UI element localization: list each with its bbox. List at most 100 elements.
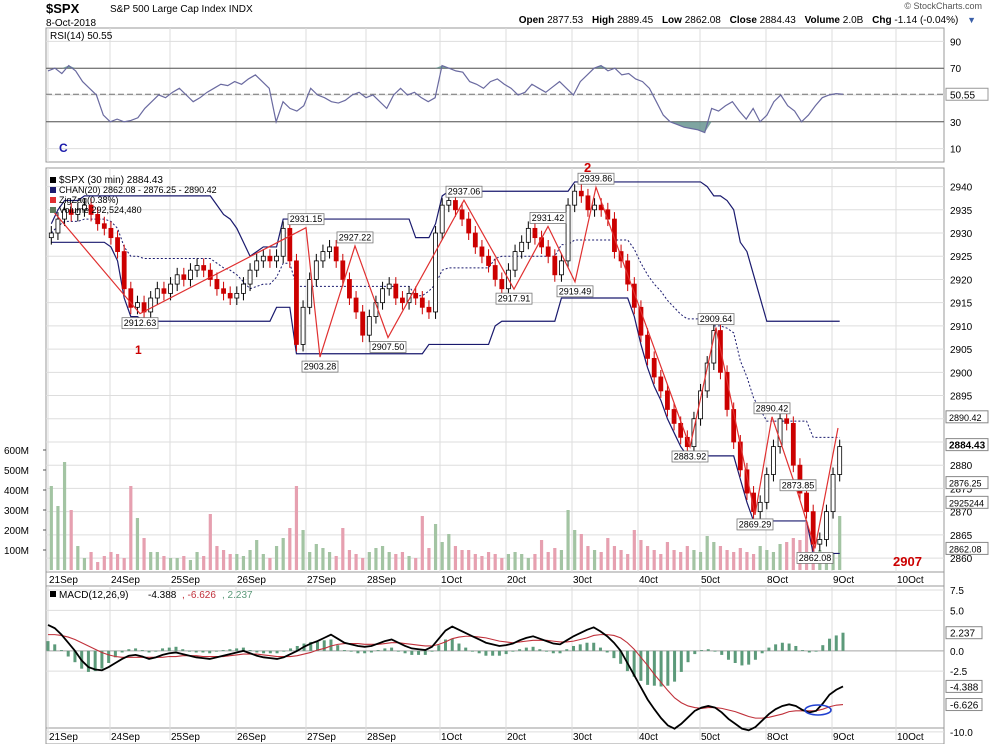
macd-histogram-bar: [187, 650, 191, 652]
macd-panel: [45, 585, 945, 741]
candle-body: [585, 195, 591, 211]
chg-label: Chg: [872, 15, 892, 26]
x-tick-label-price: 24Sep: [111, 575, 140, 586]
x-tick-label-macd: 27Sep: [307, 732, 336, 743]
volume-bar: [473, 554, 477, 570]
volume-bar: [539, 540, 544, 570]
volume-bar: [698, 552, 703, 570]
volume-bar: [427, 548, 431, 570]
candle-body: [82, 204, 87, 211]
macd-histogram-bar: [531, 646, 535, 651]
macd-legend-value: -4.388: [148, 590, 177, 601]
candle-body: [479, 246, 485, 257]
candle-body: [254, 260, 260, 271]
zigzag-label: 2939.86: [580, 174, 613, 184]
open-value: 2877.53: [547, 15, 584, 26]
macd-histogram-bar: [639, 650, 643, 681]
candle-body: [393, 283, 399, 299]
x-tick-label-price: 9Oct: [833, 575, 854, 586]
rsi-current-tag: [945, 87, 989, 101]
macd-histogram-bar: [444, 639, 447, 651]
candle-body: [612, 218, 617, 252]
x-tick-label-price: 21Sep: [49, 575, 78, 586]
volume-bar: [380, 546, 385, 570]
candle-body: [578, 190, 584, 197]
macd-histogram-bar: [713, 650, 717, 652]
volume-bar: [308, 552, 312, 570]
macd-histogram-bar: [828, 638, 832, 651]
macd-histogram-bar: [241, 647, 245, 651]
volume-bar: [838, 516, 842, 570]
volume-tick-label: 600M: [4, 446, 29, 457]
volume-bar: [367, 552, 371, 570]
volume-bar: [679, 552, 683, 570]
macd-histogram-bar: [396, 650, 400, 652]
chg-dropdown-icon[interactable]: ▼: [967, 15, 976, 25]
zigzag-label-box: [753, 402, 791, 415]
candle-body: [592, 204, 597, 211]
macd-histogram-bar: [598, 647, 602, 651]
candle-body: [625, 260, 631, 285]
target-label: 2907: [893, 554, 922, 569]
candle-body: [274, 255, 279, 262]
candle-body: [307, 279, 313, 308]
macd-tick-label: -6.626: [950, 701, 979, 712]
volume-bar: [274, 546, 279, 570]
macd-histogram-bar: [100, 650, 104, 669]
candle-body: [327, 246, 332, 252]
candle-body: [108, 227, 114, 239]
candle-body: [512, 251, 518, 271]
volume-bar: [785, 542, 789, 570]
price-tick-label: 2940: [950, 183, 973, 194]
macd-histogram-bar: [504, 650, 508, 655]
candle-body: [764, 474, 770, 503]
macd-histogram-bar: [356, 650, 360, 654]
candle-body: [88, 204, 94, 215]
rsi-annotation: C: [59, 141, 68, 155]
macd-histogram-bar: [484, 650, 488, 656]
volume-bar: [235, 554, 239, 570]
candle-body: [678, 423, 684, 438]
candle-body: [347, 279, 352, 299]
volume-bar: [374, 548, 378, 570]
volume-tick-label: 200M: [4, 526, 29, 537]
candle-body: [68, 209, 74, 215]
volume-bar: [447, 534, 451, 570]
macd-histogram-bar: [518, 649, 522, 651]
price-legend-swatch: [50, 177, 56, 183]
x-tick-label-macd: 25Sep: [171, 732, 200, 743]
macd-histogram-bar: [430, 650, 434, 652]
x-tick-label-price: 27Sep: [307, 575, 336, 586]
zigzag-label-box: [336, 231, 374, 244]
macd-histogram-bar: [740, 650, 744, 666]
chart-header: $SPX S&P 500 Large Cap Index INDX © Stoc…: [0, 0, 990, 18]
volume-bar: [321, 548, 325, 570]
volume-bar: [606, 538, 610, 570]
volume-bar: [712, 542, 716, 570]
zigzag-label: 2883.92: [674, 451, 707, 461]
candle-body: [771, 446, 776, 475]
rsi-tick-label: 90: [950, 37, 962, 48]
volume-bar: [129, 486, 133, 570]
zigzag-line: [51, 185, 839, 549]
candle-body: [115, 237, 120, 252]
macd-histogram-bar: [760, 650, 764, 654]
candle-body: [532, 227, 538, 239]
volume-bar: [76, 546, 80, 570]
zigzag-label-box: [301, 360, 339, 373]
macd-histogram-bar: [821, 645, 825, 651]
low-label: Low: [661, 15, 682, 26]
candle-body: [221, 288, 226, 294]
zigzag-label-box: [796, 552, 834, 564]
macd-histogram-bar: [592, 642, 596, 651]
macd-tag-box: [945, 698, 983, 712]
macd-histogram-bar: [477, 650, 481, 654]
rsi-tick-label: 50.55: [950, 90, 975, 101]
volume-bar: [506, 554, 511, 570]
volume-bar: [732, 552, 736, 570]
volume-bar: [599, 552, 603, 570]
macd-legend-hist: , 2.237: [222, 590, 253, 601]
price-tick-label: 2910: [950, 322, 973, 333]
chart-date: 8-Oct-2018: [46, 18, 97, 29]
candle-body: [320, 251, 326, 262]
